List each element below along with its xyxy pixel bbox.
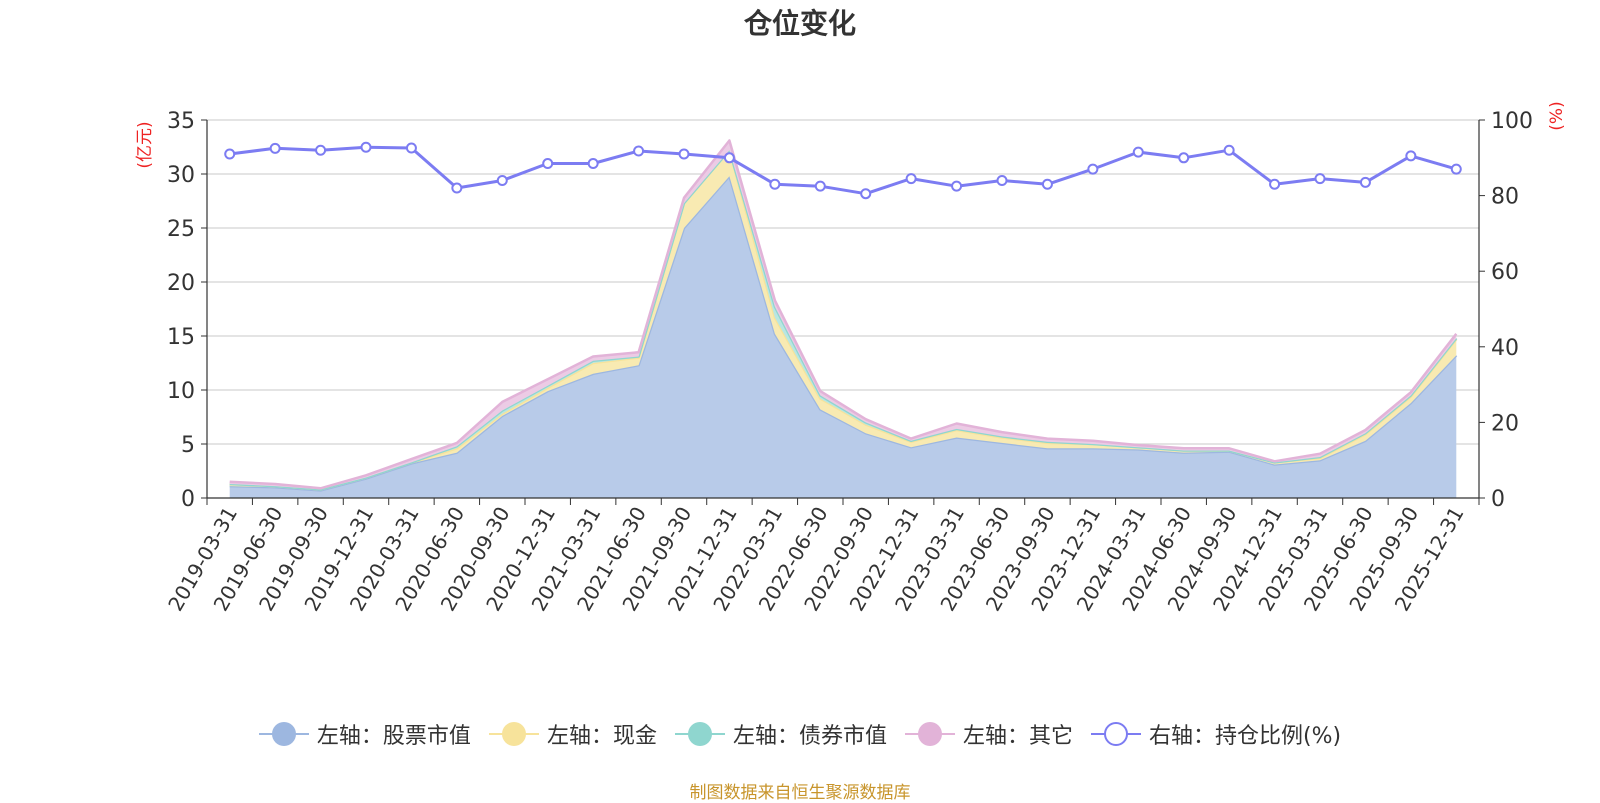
ratio-point bbox=[678, 148, 690, 160]
legend-marker-icon bbox=[904, 721, 955, 747]
ratio-point bbox=[996, 174, 1008, 186]
legend-marker-icon bbox=[1090, 721, 1141, 747]
ratio-point bbox=[405, 142, 417, 154]
ratio-point bbox=[1359, 176, 1371, 188]
ratio-point bbox=[542, 157, 554, 169]
right-tick-label: 20 bbox=[1491, 411, 1519, 436]
ratio-point bbox=[1450, 163, 1462, 175]
legend-item[interactable]: 左轴：其它 bbox=[904, 718, 1073, 750]
left-tick-label: 20 bbox=[167, 271, 195, 296]
legend-marker-icon bbox=[258, 721, 309, 747]
ratio-point bbox=[451, 182, 463, 194]
legend-label: 左轴：其它 bbox=[962, 724, 1073, 749]
right-axis-unit: (%) bbox=[1547, 101, 1567, 130]
area-line-左轴：其它 bbox=[229, 139, 1458, 490]
legend-item[interactable]: 左轴：债券市值 bbox=[674, 718, 887, 750]
ratio-point bbox=[224, 148, 236, 160]
legend-label: 左轴：股票市值 bbox=[316, 724, 471, 749]
left-tick-label: 25 bbox=[167, 217, 195, 242]
ratio-point bbox=[360, 141, 372, 153]
legend-item[interactable]: 右轴：持仓比例(%) bbox=[1090, 718, 1342, 750]
ratio-point bbox=[633, 145, 645, 157]
ratio-point bbox=[1041, 178, 1053, 190]
right-tick-label: 80 bbox=[1491, 185, 1519, 210]
left-tick-label: 30 bbox=[167, 163, 195, 188]
ratio-point bbox=[1314, 173, 1326, 185]
left-tick-label: 10 bbox=[167, 379, 195, 404]
legend-label: 左轴：现金 bbox=[546, 724, 657, 749]
area-左轴：股票市值 bbox=[229, 176, 1457, 498]
ratio-point bbox=[1132, 146, 1144, 158]
ratio-point bbox=[1223, 144, 1235, 156]
legend-item[interactable]: 左轴：股票市值 bbox=[258, 718, 471, 750]
ratio-point bbox=[587, 157, 599, 169]
ratio-point bbox=[860, 188, 872, 200]
right-tick-label: 40 bbox=[1491, 336, 1519, 361]
ratio-point bbox=[496, 174, 508, 186]
right-tick-label: 0 bbox=[1491, 487, 1505, 512]
left-tick-label: 15 bbox=[167, 325, 195, 350]
right-tick-label: 100 bbox=[1491, 109, 1533, 134]
ratio-point bbox=[269, 142, 281, 154]
ratio-point bbox=[1087, 163, 1099, 175]
ratio-point bbox=[951, 180, 963, 192]
ratio-point bbox=[1178, 152, 1190, 164]
ratio-point bbox=[1405, 150, 1417, 162]
ratio-point bbox=[1269, 178, 1281, 190]
right-tick-label: 60 bbox=[1491, 260, 1519, 285]
ratio-point bbox=[814, 180, 826, 192]
stacked-areas bbox=[229, 139, 1458, 498]
left-tick-label: 35 bbox=[167, 109, 195, 134]
ratio-line-series bbox=[224, 141, 1462, 200]
left-tick-label: 0 bbox=[181, 487, 195, 512]
left-tick-label: 5 bbox=[181, 433, 195, 458]
ratio-line bbox=[229, 145, 1457, 196]
legend-item[interactable]: 左轴：现金 bbox=[488, 718, 657, 750]
chart-title: 仓位变化 bbox=[743, 7, 856, 40]
left-axis-unit: (亿元) bbox=[135, 121, 155, 168]
legend-label: 左轴：债券市值 bbox=[732, 724, 887, 749]
ratio-point bbox=[315, 144, 327, 156]
ratio-point bbox=[769, 178, 781, 190]
legend: 左轴：股票市值 左轴：现金 左轴：债券市值 左轴：其它 右轴：持仓比例(%) bbox=[0, 718, 1600, 750]
ratio-point bbox=[905, 173, 917, 185]
ratio-point bbox=[723, 152, 735, 164]
footer-source: 制图数据来自恒生聚源数据库 bbox=[689, 783, 911, 803]
axes: 051015202530350204060801002019-03-312019… bbox=[163, 109, 1533, 615]
grid-lines bbox=[207, 119, 1479, 445]
legend-marker-icon bbox=[488, 721, 539, 747]
legend-label: 右轴：持仓比例(%) bbox=[1148, 724, 1342, 749]
legend-marker-icon bbox=[674, 721, 725, 747]
